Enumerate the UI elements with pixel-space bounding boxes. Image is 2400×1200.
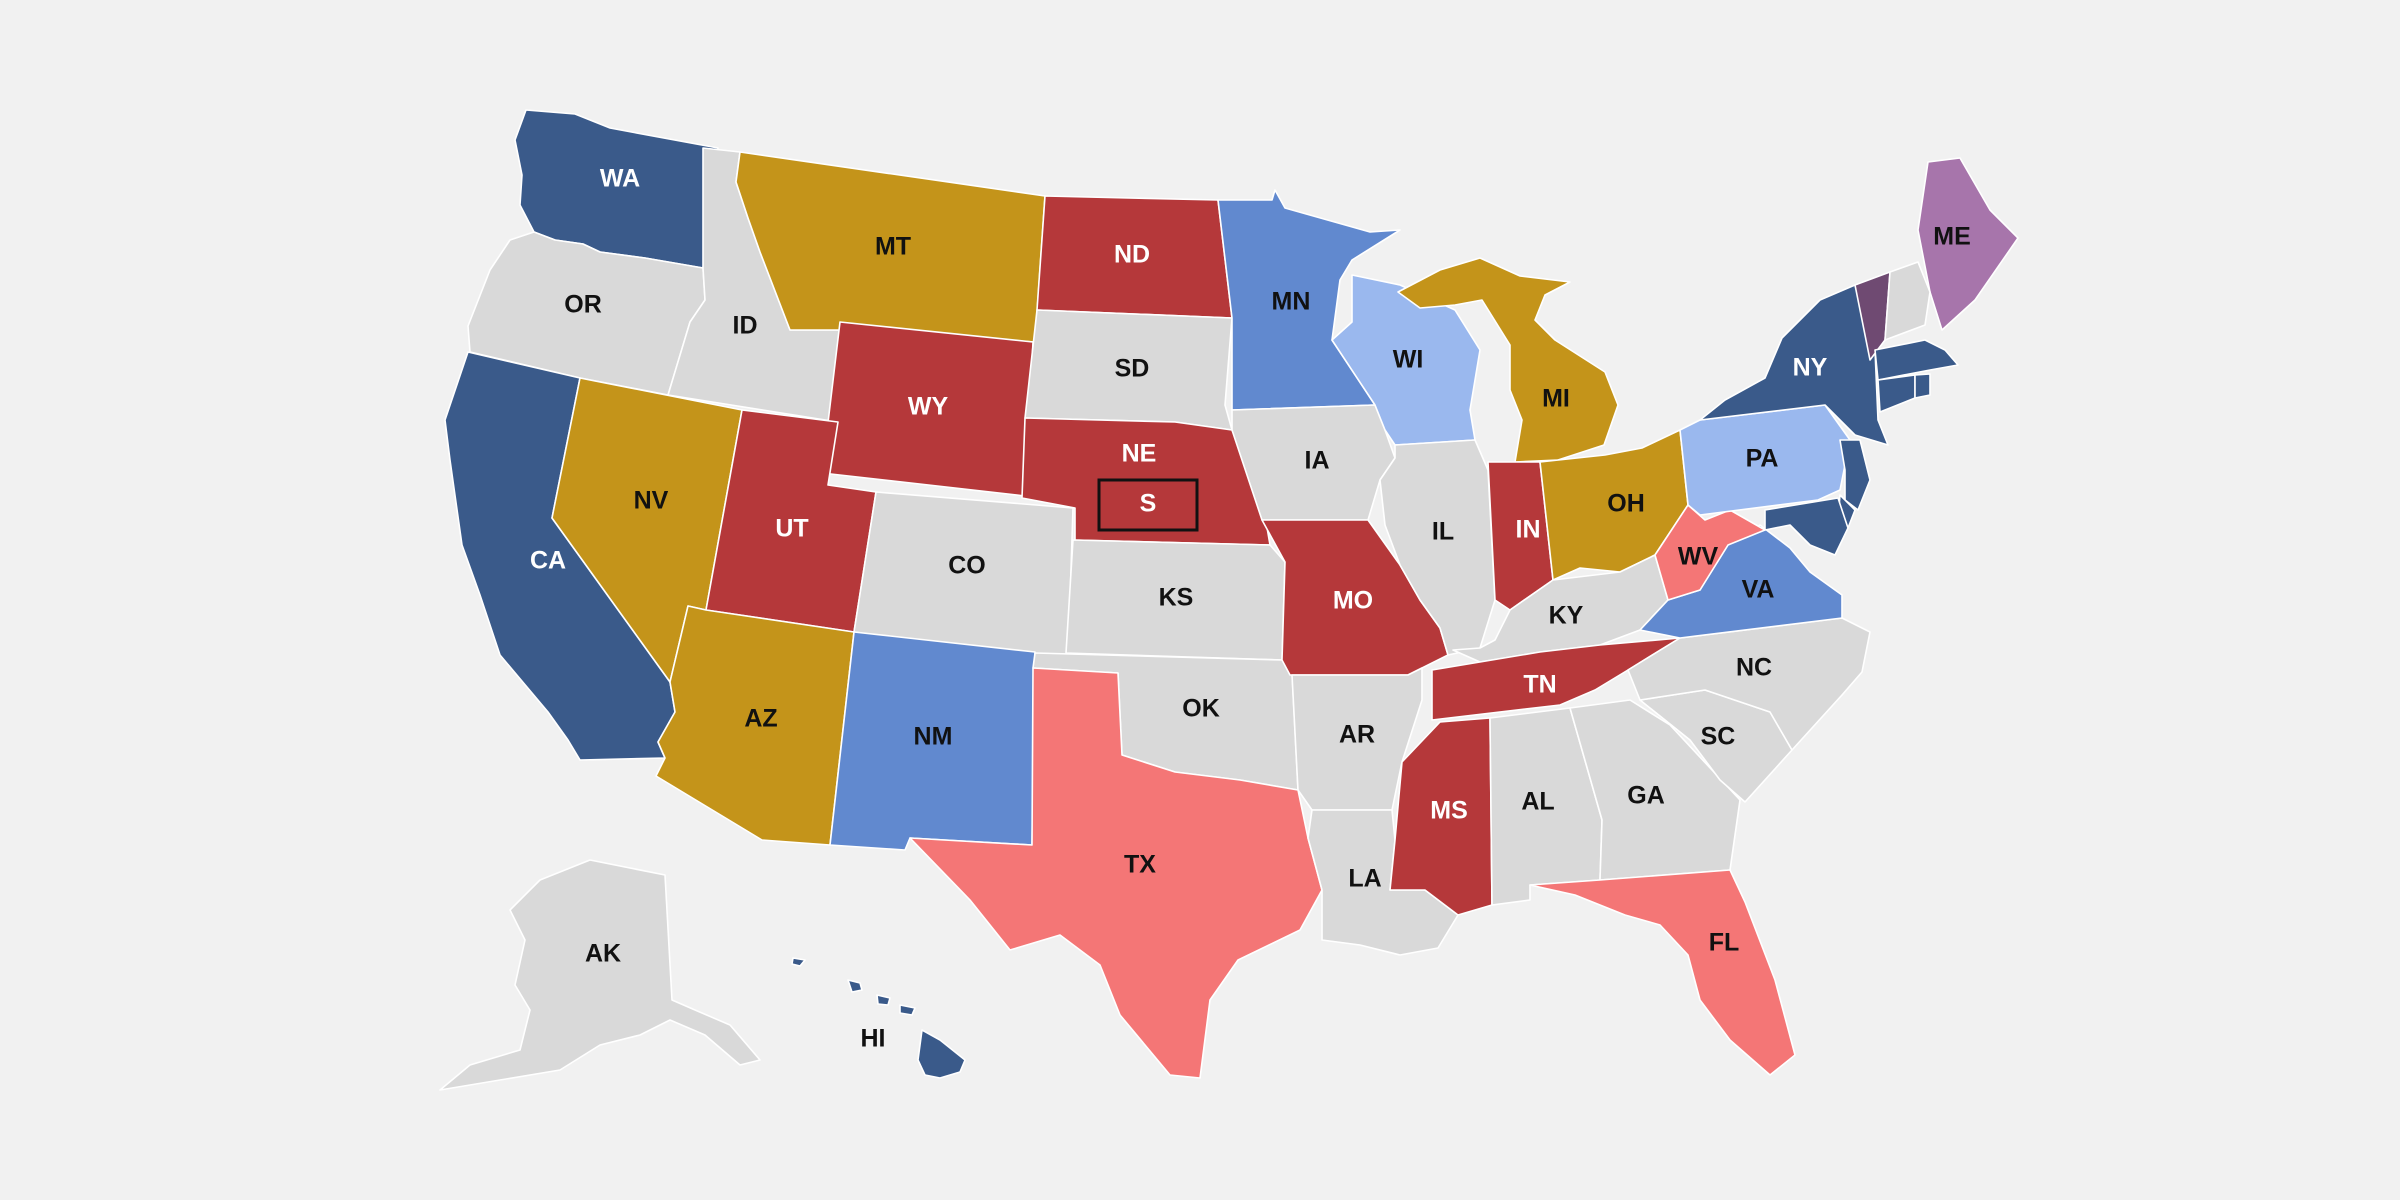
state-label-ne: NE: [1122, 440, 1157, 468]
state-label-ar: AR: [1339, 721, 1375, 749]
state-label-ca: CA: [530, 547, 566, 575]
state-label-va: VA: [1742, 576, 1775, 604]
state-fl[interactable]: [1529, 869, 1796, 1076]
state-label-la: LA: [1348, 865, 1381, 893]
state-label-wi: WI: [1393, 346, 1424, 374]
state-label-ok: OK: [1182, 695, 1220, 723]
special-election-marker[interactable]: S: [1097, 478, 1199, 532]
state-label-sc: SC: [1701, 723, 1736, 751]
state-shapes: [439, 109, 2019, 1091]
state-label-ga: GA: [1627, 782, 1665, 810]
state-ct[interactable]: [1877, 374, 1916, 413]
state-label-ky: KY: [1549, 602, 1584, 630]
state-label-ia: IA: [1305, 447, 1330, 475]
state-label-wy: WY: [908, 393, 949, 421]
state-label-co: CO: [948, 552, 986, 580]
state-nh[interactable]: [1884, 261, 1931, 341]
state-label-wv: WV: [1678, 543, 1719, 571]
state-label-il: IL: [1432, 518, 1454, 546]
state-label-hi: HI: [861, 1025, 886, 1053]
state-label-nv: NV: [634, 487, 669, 515]
state-wi[interactable]: [1331, 274, 1481, 446]
state-tx[interactable]: [909, 667, 1323, 1079]
state-ma[interactable]: [1874, 339, 1959, 381]
state-ri[interactable]: [1914, 373, 1931, 399]
state-ga[interactable]: [1569, 699, 1741, 881]
state-label-fl: FL: [1709, 929, 1740, 957]
state-md[interactable]: [1764, 497, 1849, 556]
state-ak[interactable]: [439, 859, 761, 1091]
state-label-tn: TN: [1523, 671, 1556, 699]
state-label-or: OR: [564, 291, 602, 319]
special-marker-box[interactable]: [1097, 478, 1199, 532]
state-label-ks: KS: [1159, 584, 1194, 612]
state-label-wa: WA: [600, 165, 640, 193]
state-me[interactable]: [1917, 157, 2019, 331]
state-mi[interactable]: [1397, 257, 1619, 463]
state-label-mt: MT: [875, 233, 911, 261]
state-label-sd: SD: [1115, 355, 1150, 383]
state-label-az: AZ: [744, 705, 777, 733]
state-mo[interactable]: [1261, 519, 1449, 676]
state-label-mn: MN: [1272, 288, 1311, 316]
state-label-ms: MS: [1430, 797, 1468, 825]
special-marker-label: S: [1140, 490, 1157, 518]
state-label-nc: NC: [1736, 654, 1772, 682]
state-labels: WA OR CA ID NV MT WY UT AZ CO NM ND SD NE KS OK TX MN IA MO…: [530, 165, 1971, 1053]
state-label-mi: MI: [1542, 385, 1570, 413]
state-label-id: ID: [733, 312, 758, 340]
state-label-ak: AK: [585, 940, 621, 968]
state-label-pa: PA: [1746, 445, 1779, 473]
state-label-ut: UT: [775, 515, 808, 543]
state-label-me: ME: [1933, 223, 1971, 251]
state-label-mo: MO: [1333, 587, 1373, 615]
state-label-in: IN: [1516, 516, 1541, 544]
state-label-nm: NM: [914, 723, 953, 751]
state-nj[interactable]: [1839, 439, 1871, 511]
state-label-nd: ND: [1114, 241, 1150, 269]
state-label-oh: OH: [1607, 490, 1645, 518]
state-hi[interactable]: [791, 957, 966, 1079]
state-label-tx: TX: [1124, 851, 1156, 879]
state-label-al: AL: [1521, 788, 1554, 816]
state-label-ny: NY: [1793, 354, 1828, 382]
